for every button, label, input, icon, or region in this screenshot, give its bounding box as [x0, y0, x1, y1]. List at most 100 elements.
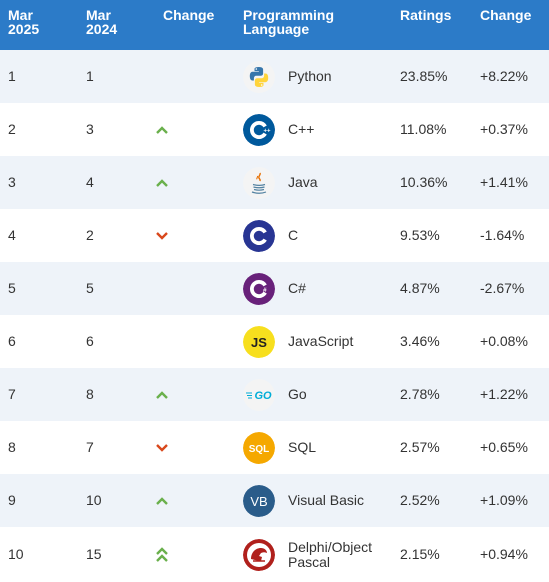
- arrow-up-icon: [156, 178, 168, 187]
- rank-2025: 2: [8, 121, 16, 137]
- csharp-icon: #: [235, 262, 288, 315]
- rating-change-value: +0.65%: [480, 439, 528, 455]
- rank-2025: 8: [8, 439, 16, 455]
- arrow-up-icon: [156, 125, 168, 134]
- language-name[interactable]: Python: [288, 68, 332, 84]
- arrow-down-icon: [156, 231, 168, 240]
- header-rating-change[interactable]: Change: [480, 7, 532, 23]
- svg-text:++: ++: [264, 128, 272, 134]
- rating-value: 2.57%: [400, 439, 440, 455]
- rank-2025: 10: [8, 546, 24, 562]
- rank-change: [155, 368, 235, 421]
- rank-change: [155, 209, 235, 262]
- rank-change: [155, 474, 235, 527]
- header-change[interactable]: Change: [163, 7, 215, 23]
- language-name[interactable]: Go: [288, 386, 307, 402]
- header-rank-2024[interactable]: Mar 2024: [86, 7, 118, 37]
- rating-value: 2.15%: [400, 546, 440, 562]
- language-name[interactable]: Delphi/Object Pascal: [288, 538, 373, 570]
- rating-change-value: +0.08%: [480, 333, 528, 349]
- table-row[interactable]: 10 15 Delphi/Object Pascal 2.15% +0.94%: [0, 527, 549, 582]
- rank-2024: 10: [86, 492, 102, 508]
- language-name[interactable]: C: [288, 227, 299, 243]
- rating-value: 2.78%: [400, 386, 440, 402]
- rank-2024: 2: [86, 227, 94, 243]
- python-icon: [235, 50, 288, 103]
- rating-change-value: -2.67%: [480, 280, 525, 296]
- go-icon: GO: [235, 368, 288, 421]
- rank-change: [155, 103, 235, 156]
- rank-2025: 5: [8, 280, 16, 296]
- rank-2024: 1: [86, 68, 94, 84]
- rank-change: [155, 156, 235, 209]
- header-language[interactable]: Programming Language: [243, 7, 335, 37]
- rating-change-value: +1.41%: [480, 174, 528, 190]
- rank-change: [155, 50, 235, 103]
- rating-value: 9.53%: [400, 227, 440, 243]
- rank-2025: 7: [8, 386, 16, 402]
- table-row[interactable]: 4 2 C 9.53% -1.64%: [0, 209, 549, 262]
- rank-change: [155, 315, 235, 368]
- rank-2024: 7: [86, 439, 94, 455]
- arrow-down-icon: [156, 443, 168, 452]
- rank-2025: 9: [8, 492, 16, 508]
- header-ratings[interactable]: Ratings: [400, 7, 452, 23]
- rank-change: [155, 421, 235, 474]
- rating-value: 2.52%: [400, 492, 440, 508]
- language-name[interactable]: Visual Basic: [288, 492, 365, 508]
- rating-change-value: +0.94%: [480, 546, 528, 562]
- language-name[interactable]: JavaScript: [288, 333, 354, 349]
- rating-change-value: +8.22%: [480, 68, 528, 84]
- rank-2024: 15: [86, 546, 102, 562]
- table-row[interactable]: 9 10 VB Visual Basic 2.52% +1.09%: [0, 474, 549, 527]
- java-icon: [235, 156, 288, 209]
- delphi-icon: [235, 527, 288, 582]
- table-row[interactable]: 6 6 JS JavaScript 3.46% +0.08%: [0, 315, 549, 368]
- rank-2024: 8: [86, 386, 94, 402]
- table-row[interactable]: 2 3 ++ C++ 11.08% +0.37%: [0, 103, 549, 156]
- rank-2025: 3: [8, 174, 16, 190]
- svg-text:VB: VB: [250, 494, 267, 509]
- rank-change: [155, 262, 235, 315]
- language-name[interactable]: C#: [288, 280, 306, 296]
- rank-2024: 6: [86, 333, 94, 349]
- svg-text:#: #: [263, 287, 267, 294]
- arrow-up-icon: [156, 496, 168, 505]
- svg-text:JS: JS: [251, 335, 267, 350]
- rank-change: [155, 527, 235, 582]
- language-name[interactable]: C++: [288, 121, 315, 137]
- rating-value: 11.08%: [400, 121, 447, 137]
- rank-2025: 1: [8, 68, 16, 84]
- table-row[interactable]: 1 1 Python 23.85% +8.22%: [0, 50, 549, 103]
- table-row[interactable]: 5 5 # C# 4.87% -2.67%: [0, 262, 549, 315]
- c-icon: [235, 209, 288, 262]
- visual-basic-icon: VB: [235, 474, 288, 527]
- rank-2024: 5: [86, 280, 94, 296]
- rating-value: 4.87%: [400, 280, 440, 296]
- rating-change-value: -1.64%: [480, 227, 525, 243]
- sql-icon: SQL: [235, 421, 288, 474]
- table-row[interactable]: 7 8 GO Go 2.78% +1.22%: [0, 368, 549, 421]
- language-name[interactable]: Java: [288, 174, 318, 190]
- cpp-icon: ++: [235, 103, 288, 156]
- svg-text:SQL: SQL: [249, 444, 270, 455]
- rank-2025: 6: [8, 333, 16, 349]
- rank-2025: 4: [8, 227, 16, 243]
- rating-value: 3.46%: [400, 333, 440, 349]
- table-header: Mar 2025 Mar 2024 Change Programming Lan…: [0, 0, 549, 50]
- rating-change-value: +1.09%: [480, 492, 528, 508]
- table-row[interactable]: 8 7 SQL SQL 2.57% +0.65%: [0, 421, 549, 474]
- arrow-up-icon: [156, 390, 168, 399]
- header-rank-2025[interactable]: Mar 2025: [8, 7, 40, 37]
- rating-change-value: +0.37%: [480, 121, 528, 137]
- table-row[interactable]: 3 4 Java 10.36% +1.41%: [0, 156, 549, 209]
- rank-2024: 4: [86, 174, 94, 190]
- javascript-icon: JS: [235, 315, 288, 368]
- rank-2024: 3: [86, 121, 94, 137]
- rating-value: 23.85%: [400, 68, 448, 84]
- double-arrow-up-icon: [156, 546, 168, 562]
- svg-text:GO: GO: [254, 390, 272, 402]
- rating-change-value: +1.22%: [480, 386, 528, 402]
- language-name[interactable]: SQL: [288, 439, 317, 455]
